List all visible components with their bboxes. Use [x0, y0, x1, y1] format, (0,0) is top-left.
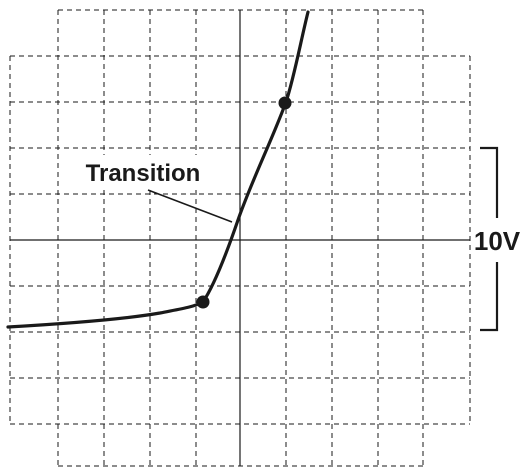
- lower-transition-dot: [196, 295, 210, 309]
- transition-label-background: [80, 155, 206, 189]
- scale-label: 10V: [474, 226, 521, 256]
- graticule-vertical-lines: [9, 10, 471, 466]
- upper-transition-dot: [278, 96, 292, 110]
- transition-leader-line: [147, 189, 233, 223]
- transition-label: Transition: [86, 160, 201, 187]
- scale-bracket: [480, 146, 499, 332]
